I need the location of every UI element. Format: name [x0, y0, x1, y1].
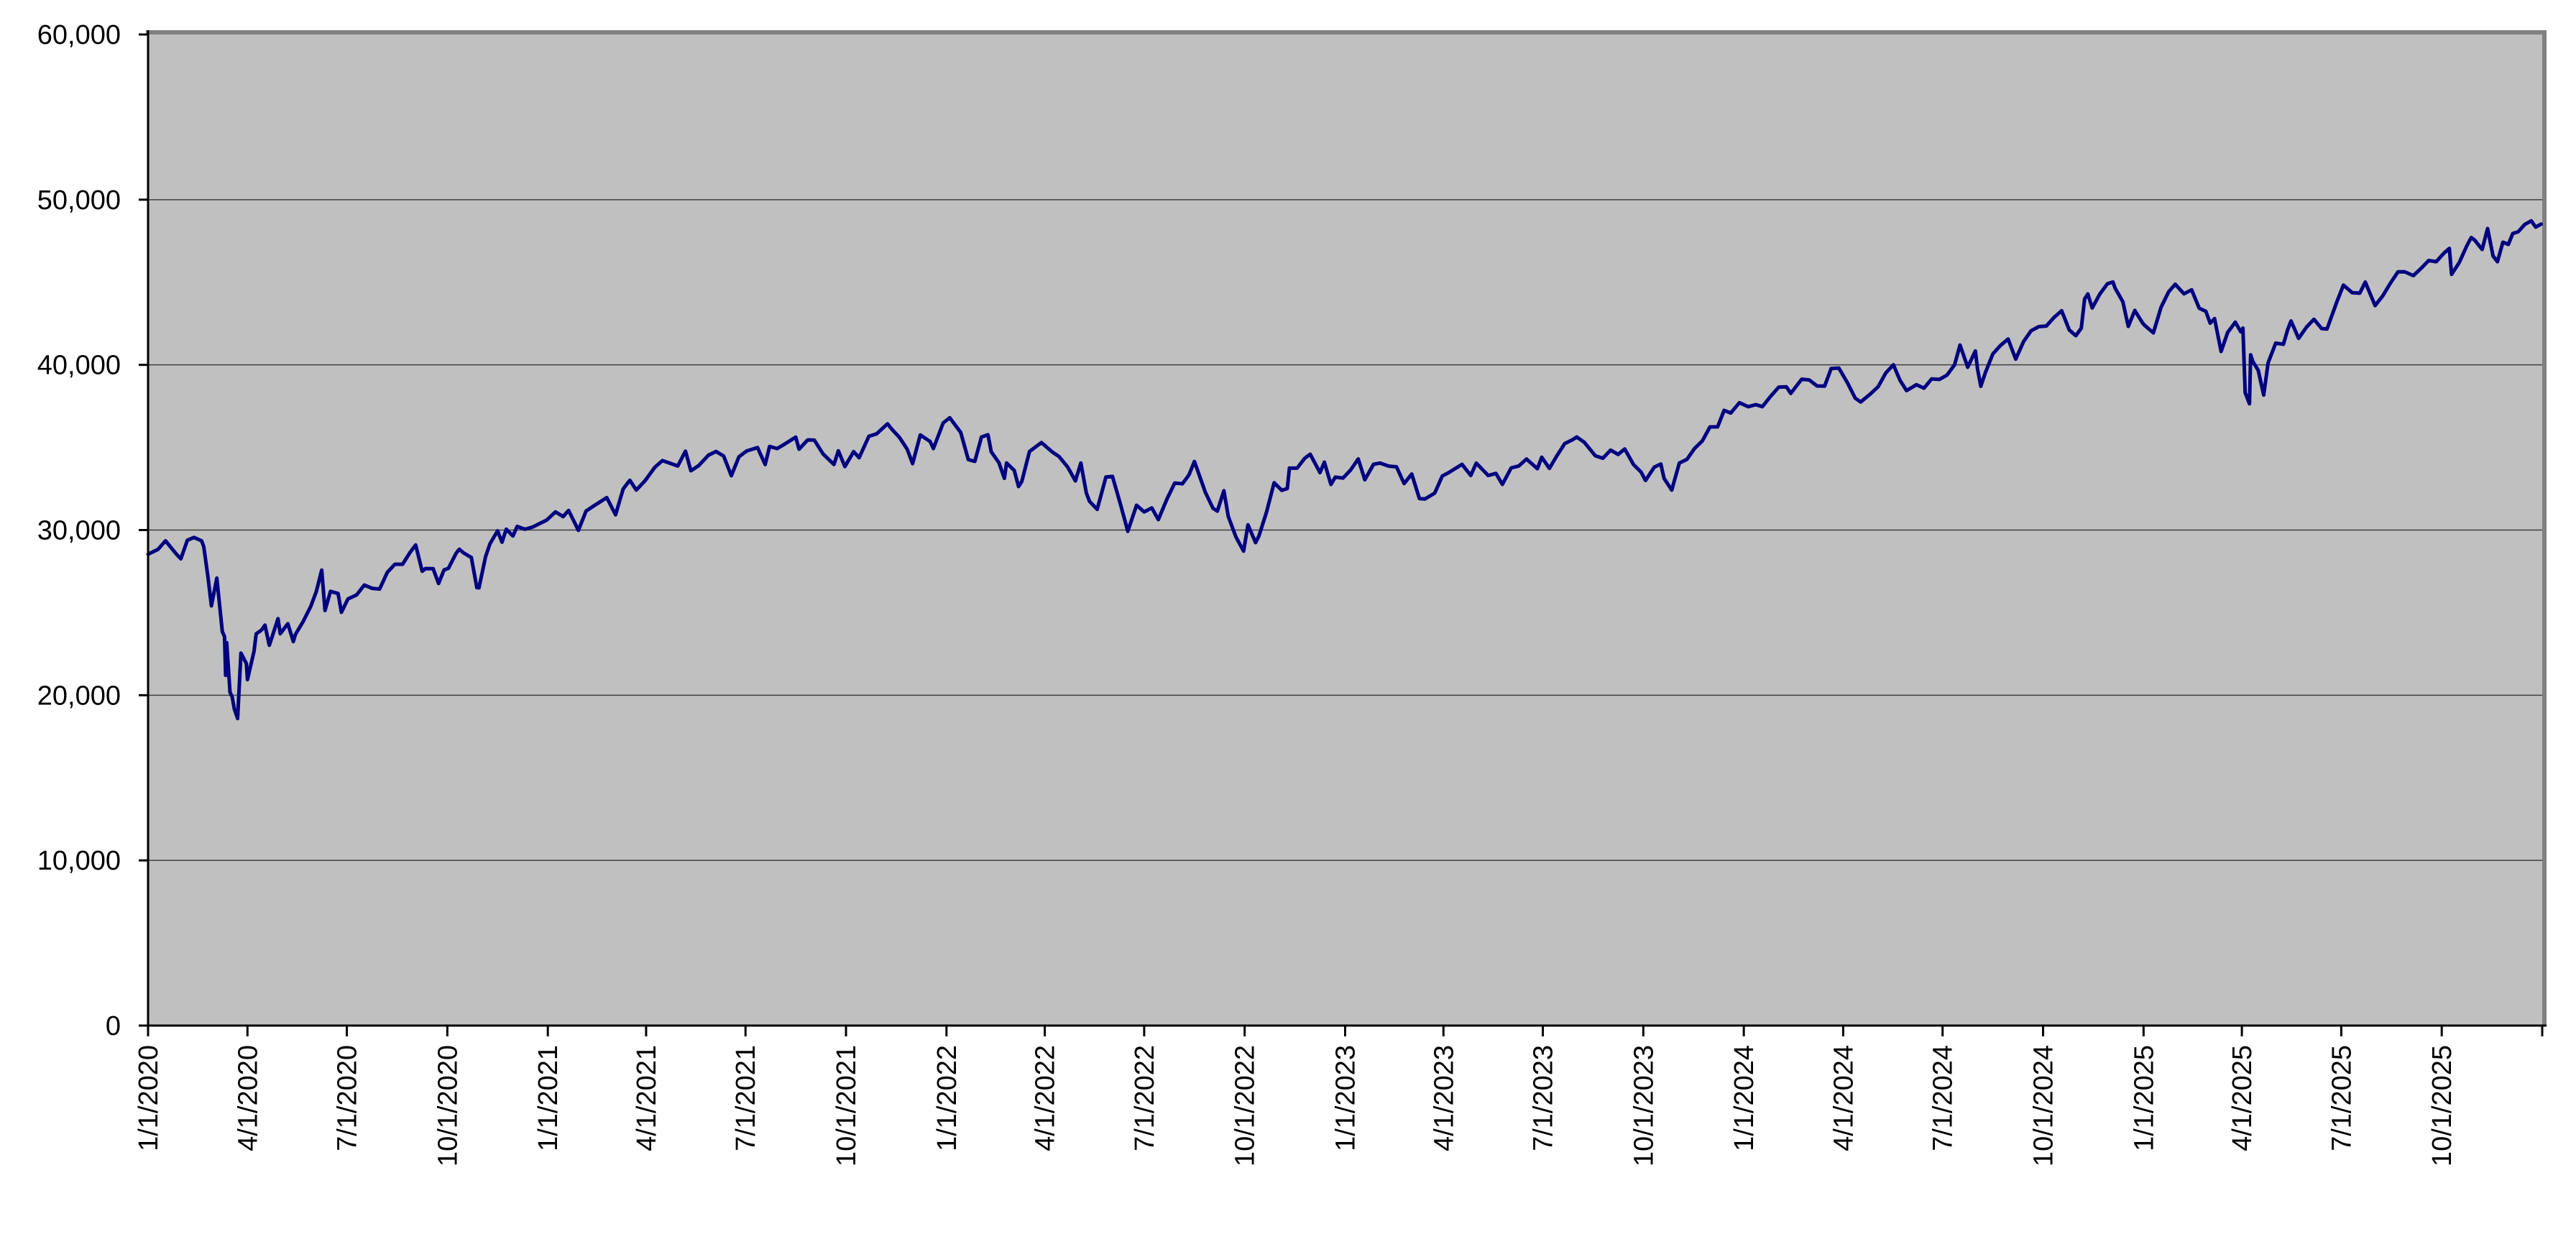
x-axis-label: 10/1/2020 — [433, 1045, 463, 1166]
x-axis-label: 1/1/2022 — [932, 1045, 962, 1151]
series-line — [146, 218, 2543, 721]
y-axis-label: 30,000 — [37, 516, 121, 546]
y-axis-label: 10,000 — [37, 846, 121, 876]
plot-border-right — [2542, 30, 2547, 1026]
x-axis: 1/1/2020 4/1/2020 7/1/2020 10/1/2020 1/1/202… — [134, 1026, 2544, 1166]
x-axis-label: 1/1/2023 — [1331, 1045, 1361, 1151]
x-axis-label: 10/1/2021 — [832, 1045, 862, 1166]
x-axis-label: 10/1/2022 — [1230, 1045, 1261, 1166]
x-axis-label: 1/1/2024 — [1729, 1045, 1760, 1151]
y-axis-label: 20,000 — [37, 681, 121, 711]
y-axis-label: 50,000 — [37, 185, 121, 216]
x-axis-label: 4/1/2021 — [632, 1045, 662, 1151]
plot-border-top — [146, 30, 2547, 34]
x-axis-label: 4/1/2023 — [1429, 1045, 1459, 1151]
x-axis-label: 1/1/2020 — [134, 1045, 164, 1151]
x-axis-label: 10/1/2025 — [2427, 1045, 2457, 1166]
y-axis-label: 40,000 — [37, 351, 121, 381]
x-axis-label: 10/1/2023 — [1629, 1045, 1659, 1166]
y-axis-label: 60,000 — [37, 20, 121, 50]
x-axis-label: 10/1/2024 — [2029, 1045, 2059, 1166]
x-axis-label: 7/1/2021 — [731, 1045, 761, 1151]
y-axis: 0 10,000 20,000 30,000 40,000 50,000 60,000 — [37, 20, 148, 1041]
x-axis-label: 4/1/2024 — [1828, 1045, 1859, 1151]
x-axis-label: 4/1/2020 — [233, 1045, 263, 1151]
x-axis-label: 7/1/2020 — [333, 1045, 363, 1151]
x-axis-label: 4/1/2025 — [2227, 1045, 2258, 1151]
y-axis-label: 0 — [106, 1011, 121, 1041]
x-axis-label: 4/1/2022 — [1031, 1045, 1061, 1151]
x-axis-label: 7/1/2025 — [2327, 1045, 2357, 1151]
x-axis-label: 7/1/2023 — [1529, 1045, 1559, 1151]
x-axis-label: 1/1/2021 — [533, 1045, 564, 1151]
x-axis-label: 1/1/2025 — [2129, 1045, 2159, 1151]
gridlines — [148, 199, 2542, 861]
x-axis-label: 7/1/2024 — [1928, 1045, 1959, 1151]
x-axis-label: 7/1/2022 — [1130, 1045, 1160, 1151]
